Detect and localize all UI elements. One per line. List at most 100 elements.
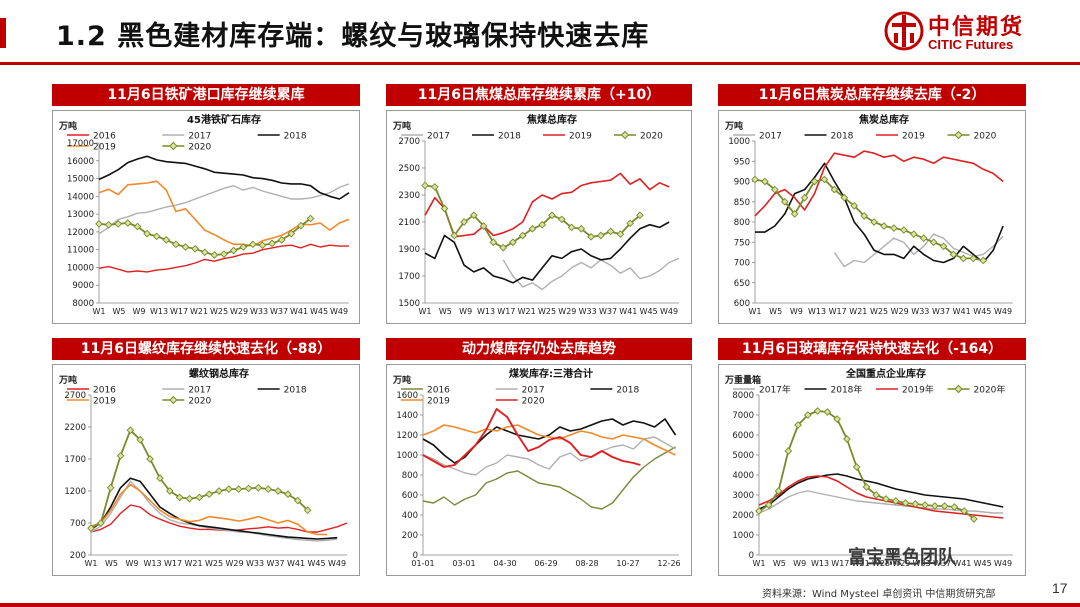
- data-point-2020: [810, 177, 819, 186]
- y-tick-label: 9000: [72, 281, 94, 291]
- x-tick-label: W41: [953, 307, 971, 316]
- data-point-2020: [840, 193, 849, 202]
- y-tick-label: 2000: [732, 511, 754, 521]
- data-point-2020: [969, 254, 978, 263]
- legend-label-2018: 2018: [831, 132, 854, 142]
- x-tick-label: W49: [994, 559, 1012, 568]
- chart-title: 焦炭总库存: [858, 113, 909, 126]
- legend-label-2019: 2019年: [902, 384, 934, 396]
- series-line-2019: [754, 150, 1004, 217]
- data-point-2020: [872, 491, 881, 499]
- x-tick-label: W33: [250, 307, 268, 316]
- legend-marker-2020: [620, 130, 630, 140]
- x-tick-label: W25: [210, 307, 228, 316]
- legend-label-2018: 2018: [498, 132, 521, 142]
- data-point-2020: [430, 183, 439, 191]
- series-line-2018: [422, 418, 677, 464]
- panel-header: 11月6日螺纹库存继续快速去化（-88）: [52, 338, 360, 360]
- chart-svg: 万吨 焦炭总库存 2017 2018 2019 2020 600 650 700 750 800 85…: [724, 113, 1013, 316]
- y-tick-label: 700: [734, 259, 750, 269]
- y-tick-label: 200: [402, 531, 418, 541]
- x-tick-label: W41: [953, 559, 971, 568]
- x-tick-label: W1: [85, 559, 98, 568]
- title-bar: 1.2 黑色建材库存端：螺纹与玻璃保持快速去库 中信期货 CITIC Futur…: [0, 0, 1080, 62]
- data-point-2020: [215, 487, 223, 495]
- panel-header: 11月6日玻璃库存保持快速去化（-164）: [718, 338, 1026, 360]
- data-point-2020: [284, 490, 292, 499]
- data-point-2020: [882, 495, 890, 503]
- data-point-2020: [264, 485, 273, 493]
- data-point-2020: [116, 451, 125, 460]
- data-point-2020: [764, 501, 773, 509]
- logo-text-cn: 中信期货: [928, 15, 1025, 40]
- citic-logo-icon: [884, 11, 924, 51]
- x-tick-label: W9: [126, 559, 139, 568]
- x-tick-label: W29: [225, 559, 243, 568]
- series-line-2017: [422, 436, 676, 476]
- y-tick-label: 12000: [67, 228, 94, 238]
- y-tick-label: 15000: [67, 175, 94, 185]
- data-point-2020: [970, 515, 978, 523]
- data-point-2020: [136, 435, 145, 444]
- y-unit-label: 万重量箱: [724, 374, 761, 386]
- legend-label-2017: 2017: [759, 132, 782, 142]
- x-tick-label: W5: [105, 559, 118, 568]
- data-point-2020: [921, 501, 929, 509]
- legend-label-2019: 2019: [569, 132, 592, 142]
- x-tick-label: W25: [205, 559, 223, 568]
- legend-marker-2020: [169, 141, 178, 151]
- page-number: 17: [1052, 580, 1068, 596]
- chart-rebar: 万吨 螺纹钢总库存 2016 2017 2018 2019 2020 200 700 1200 17…: [52, 364, 360, 576]
- data-point-2020: [771, 185, 779, 194]
- y-tick-label: 4000: [732, 471, 754, 481]
- data-point-2020: [210, 251, 219, 259]
- data-point-2020: [862, 483, 871, 491]
- x-tick-label: W9: [793, 559, 806, 568]
- data-point-2020: [303, 506, 312, 515]
- data-point-2020: [567, 223, 576, 232]
- legend-label-2017: 2017年: [759, 384, 791, 396]
- data-point-2020: [949, 250, 958, 259]
- data-point-2020: [306, 214, 315, 223]
- chart-coke: 万吨 焦炭总库存 2017 2018 2019 2020 600 650 700 750 800 85…: [718, 110, 1026, 324]
- x-tick-label: W21: [184, 559, 202, 568]
- series-line-2018: [98, 155, 350, 200]
- data-point-2020: [152, 232, 161, 241]
- data-point-2020: [813, 407, 822, 415]
- x-tick-label: W13: [811, 559, 829, 568]
- legend-label-2020: 2020年: [974, 384, 1006, 396]
- legend-label-2020: 2020: [188, 143, 211, 153]
- y-tick-label: 16000: [67, 157, 94, 167]
- data-point-2020: [860, 212, 868, 220]
- data-point-2020: [794, 421, 802, 429]
- data-point-2020: [181, 243, 190, 251]
- data-point-2020: [205, 490, 213, 499]
- data-point-2020: [234, 485, 243, 493]
- data-point-2020: [229, 246, 238, 255]
- data-point-2020: [528, 224, 537, 233]
- data-point-2020: [191, 244, 199, 253]
- x-tick-label: W45: [974, 559, 992, 568]
- data-point-2020: [143, 229, 151, 238]
- x-tick-label: 03-01: [452, 559, 475, 568]
- data-point-2020: [249, 240, 257, 249]
- legend-label-2018: 2018: [284, 132, 307, 142]
- panel-header: 11月6日焦煤总库存继续累库（+10）: [386, 84, 692, 106]
- data-point-2020: [200, 248, 209, 257]
- y-tick-label: 1400: [396, 411, 418, 421]
- x-tick-label: W13: [143, 559, 161, 568]
- x-tick-label: W5: [439, 307, 452, 316]
- x-tick-label: W17: [164, 559, 182, 568]
- data-point-2020: [489, 238, 498, 247]
- data-point-2020: [979, 256, 988, 265]
- x-tick-label: W21: [190, 307, 208, 316]
- chart-title: 全国重点企业库存: [845, 367, 926, 380]
- chart-title: 螺纹钢总库存: [189, 367, 249, 380]
- data-point-2020: [911, 500, 920, 508]
- data-point-2020: [577, 224, 586, 233]
- x-tick-label: W5: [113, 307, 126, 316]
- y-tick-label: 2300: [398, 191, 420, 201]
- data-point-2020: [940, 502, 949, 510]
- series-line-2019: [422, 424, 676, 456]
- data-point-2020: [784, 447, 793, 455]
